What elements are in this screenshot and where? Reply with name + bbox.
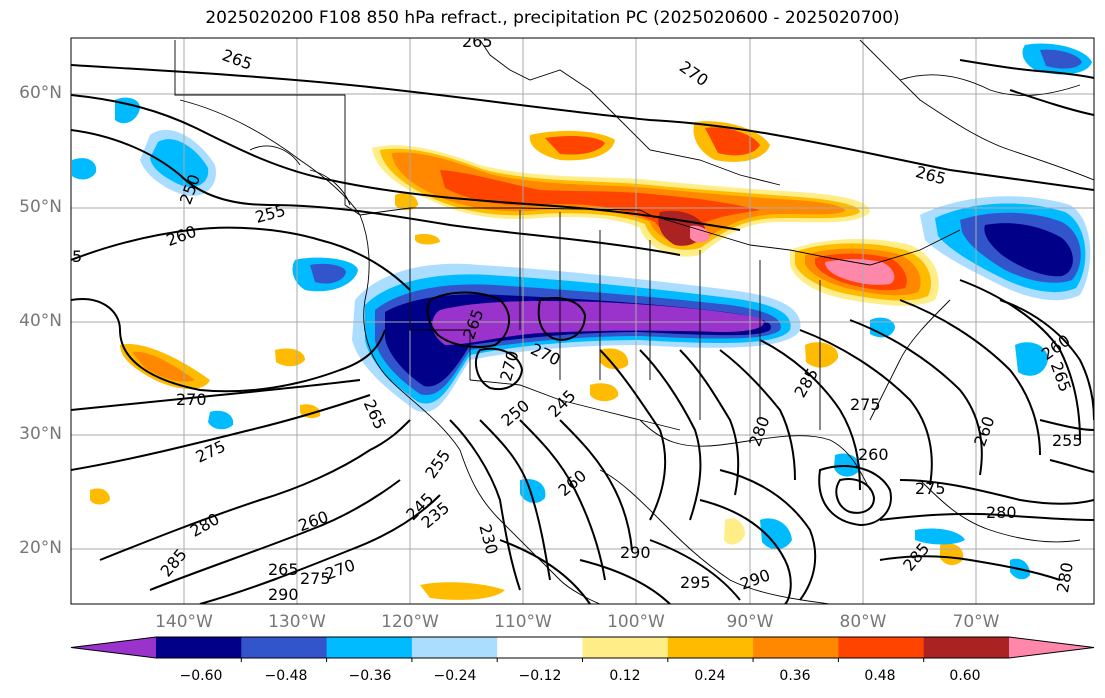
map-frame xyxy=(70,37,1095,605)
colorbar-segment xyxy=(923,637,1010,658)
lon-label: 110°W xyxy=(494,612,552,632)
map-plot-area: 265 265 270 265 250 255 260 5 265 270 27… xyxy=(71,32,1094,604)
colorbar-tick-label: 0.48 xyxy=(864,668,896,684)
colorbar-tick-label: 0.36 xyxy=(779,668,811,684)
lat-label: 30°N xyxy=(19,424,62,444)
coastlines-borders xyxy=(174,39,1094,604)
colorbar-segment xyxy=(71,637,156,658)
colorbar-segment xyxy=(1009,637,1094,658)
contour-label: 5 xyxy=(72,247,82,266)
contour-label: 275 xyxy=(300,569,331,588)
colorbar xyxy=(70,636,1095,662)
lat-label: 50°N xyxy=(19,197,62,217)
map-title: 2025020200 F108 850 hPa refract., precip… xyxy=(205,8,900,28)
colorbar-segment xyxy=(667,637,754,658)
contour-label: 270 xyxy=(176,390,207,409)
colorbar-tick-label: 0.12 xyxy=(609,668,641,684)
colorbar-tick-label: −0.60 xyxy=(179,668,223,684)
contour-label: 275 xyxy=(850,395,881,414)
colorbar-tick-label: −0.24 xyxy=(433,668,477,684)
lat-label: 40°N xyxy=(19,311,62,331)
contour-label: 280 xyxy=(986,503,1017,522)
contour-label: 265 xyxy=(268,560,299,579)
colorbar-segment xyxy=(497,637,583,658)
contour-label: 255 xyxy=(1052,431,1083,450)
lat-label: 60°N xyxy=(19,83,62,103)
contour-label: 290 xyxy=(268,585,299,604)
contour-label: 290 xyxy=(620,543,651,562)
colorbar-tick-label: −0.48 xyxy=(264,668,308,684)
colorbar-tick-label: −0.36 xyxy=(348,668,392,684)
colorbar-tick-label: −0.12 xyxy=(518,668,562,684)
colorbar-tick-label: 0.60 xyxy=(949,668,981,684)
lon-label: 130°W xyxy=(268,612,326,632)
lon-label: 100°W xyxy=(607,612,665,632)
colorbar-outline xyxy=(70,636,1095,659)
contour-label: 265 xyxy=(462,32,493,51)
lon-label: 120°W xyxy=(381,612,439,632)
refractivity-contours xyxy=(71,59,1094,604)
contour-label: 275 xyxy=(915,479,946,498)
contour-label: 295 xyxy=(680,573,711,592)
contour-label: 260 xyxy=(858,445,889,464)
colorbar-segment xyxy=(582,637,669,658)
colorbar-tick-label: 0.24 xyxy=(694,668,726,684)
colorbar-segment xyxy=(156,637,242,658)
lon-label: 90°W xyxy=(726,612,774,632)
colorbar-segment xyxy=(753,637,839,658)
colorbar-segment xyxy=(838,637,925,658)
lat-label: 20°N xyxy=(19,538,62,558)
lon-label: 140°W xyxy=(155,612,213,632)
colorbar-segment xyxy=(241,637,328,658)
colorbar-segment xyxy=(411,637,498,658)
lon-label: 80°W xyxy=(839,612,887,632)
lon-label: 70°W xyxy=(952,612,1000,632)
colorbar-segment xyxy=(326,637,413,658)
